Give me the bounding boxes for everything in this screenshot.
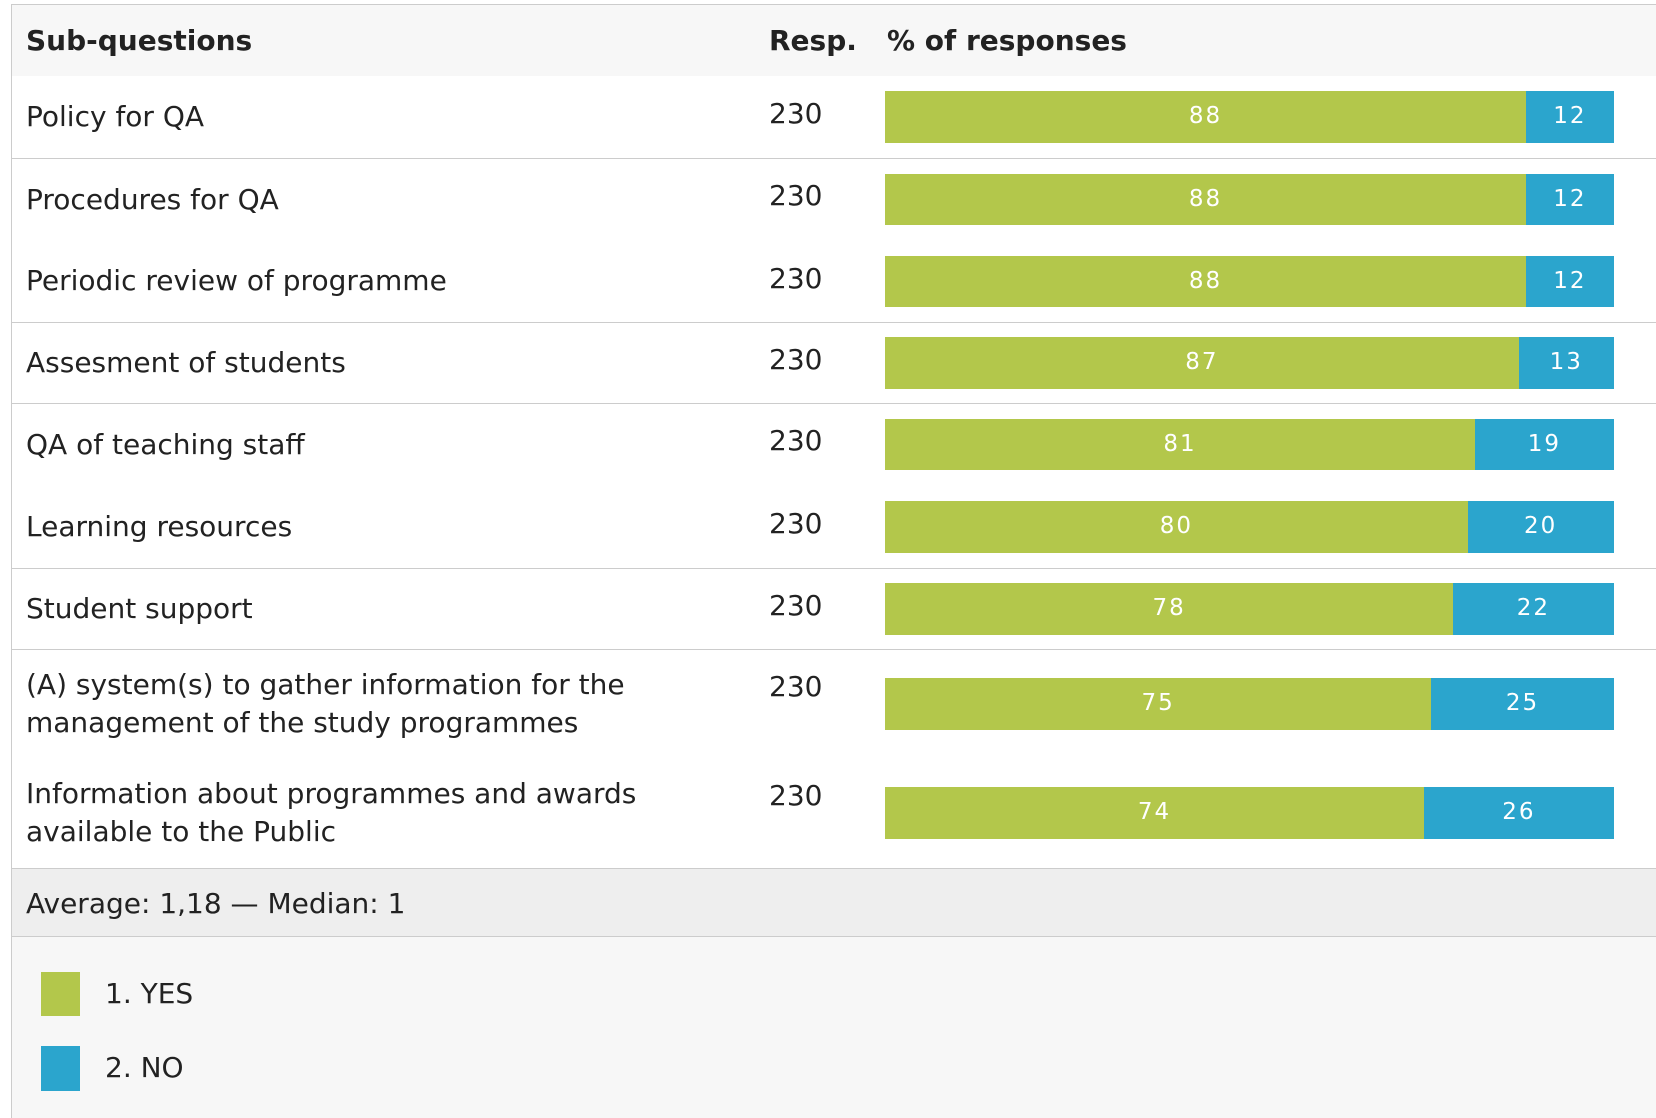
- bar-segment: [884, 418, 1476, 471]
- border-left: [11, 4, 12, 1118]
- response-count: 230: [769, 179, 823, 213]
- bar-value-label: 87: [1185, 348, 1219, 375]
- row-label: Procedures for QA: [26, 182, 279, 216]
- row-separator: [12, 322, 1656, 324]
- bar-value-label: 12: [1553, 267, 1587, 294]
- row-label: QA of teaching staff: [26, 427, 305, 461]
- bar-segment: [884, 677, 1432, 730]
- bar-value-label: 19: [1527, 430, 1561, 457]
- header-subquestions: Sub-questions: [26, 24, 253, 57]
- row-separator: [12, 649, 1656, 651]
- row-separator: [12, 158, 1656, 160]
- bar-segment: [1431, 677, 1614, 730]
- bar-value-label: 12: [1553, 103, 1587, 130]
- bar-value-label: 74: [1137, 799, 1172, 826]
- response-count: 230: [769, 779, 823, 813]
- bar-segment: [1526, 173, 1614, 226]
- bar-segment: [884, 787, 1425, 839]
- legend-label: 2. NO: [105, 1051, 184, 1085]
- row-label: Information about programmes and awards …: [26, 777, 637, 849]
- bar-segment: [1424, 787, 1614, 839]
- bar-segment: [884, 173, 1527, 226]
- bar-value-label: 88: [1188, 267, 1223, 294]
- bar-segment: [884, 91, 1527, 144]
- bar-value-label: 12: [1553, 185, 1587, 212]
- bar-value-label: 88: [1188, 103, 1223, 130]
- bar-value-label: 26: [1502, 799, 1536, 826]
- header-percent: % of responses: [887, 24, 1127, 57]
- response-count: 230: [769, 670, 823, 704]
- header-row: [12, 4, 1656, 76]
- bar-value-label: 13: [1549, 348, 1583, 375]
- row-label: Student support: [26, 591, 253, 625]
- row-separator: [12, 403, 1656, 405]
- bar-segment: [884, 501, 1468, 553]
- bar-value-label: 75: [1141, 689, 1175, 716]
- header-responses: Resp.: [769, 24, 857, 57]
- row-separator: [12, 568, 1656, 570]
- bar-segment: [1475, 418, 1614, 471]
- row-label: Learning resources: [26, 509, 293, 543]
- footer-row: [12, 868, 1656, 937]
- legend-label: 1. YES: [105, 976, 194, 1010]
- legend-swatch: [41, 971, 81, 1016]
- legend-swatch: [41, 1046, 81, 1091]
- response-count: 230: [769, 97, 823, 131]
- response-count: 230: [769, 506, 823, 540]
- bar-segment: [884, 255, 1527, 308]
- bar-segment: [1526, 255, 1614, 308]
- bar-value-label: 80: [1159, 513, 1194, 540]
- border-top: [11, 4, 1656, 5]
- bar-value-label: 22: [1516, 594, 1551, 621]
- bar-value-label: 25: [1505, 689, 1540, 716]
- bar-segment: [1467, 501, 1614, 553]
- bar-value-label: 78: [1152, 594, 1186, 621]
- row-label: Policy for QA: [26, 100, 205, 134]
- row-label: (A) system(s) to gather information for …: [26, 667, 625, 739]
- bar-value-label: 81: [1163, 430, 1197, 457]
- legend-area: [12, 937, 1656, 1118]
- response-count: 230: [769, 261, 823, 295]
- bar-value-label: 88: [1188, 185, 1223, 212]
- footer-stats: Average: 1,18 — Median: 1: [26, 887, 406, 920]
- response-count: 230: [769, 343, 823, 377]
- bar-segment: [1453, 582, 1614, 635]
- bar-value-label: 20: [1524, 513, 1558, 540]
- row-label: Assesment of students: [26, 345, 346, 379]
- response-count: 230: [769, 589, 823, 623]
- bar-segment: [1518, 336, 1614, 389]
- bar-segment: [1526, 91, 1614, 144]
- bar-segment: [884, 336, 1519, 389]
- bar-segment: [884, 582, 1454, 635]
- row-label: Periodic review of programme: [26, 264, 447, 298]
- response-count: 230: [769, 424, 823, 458]
